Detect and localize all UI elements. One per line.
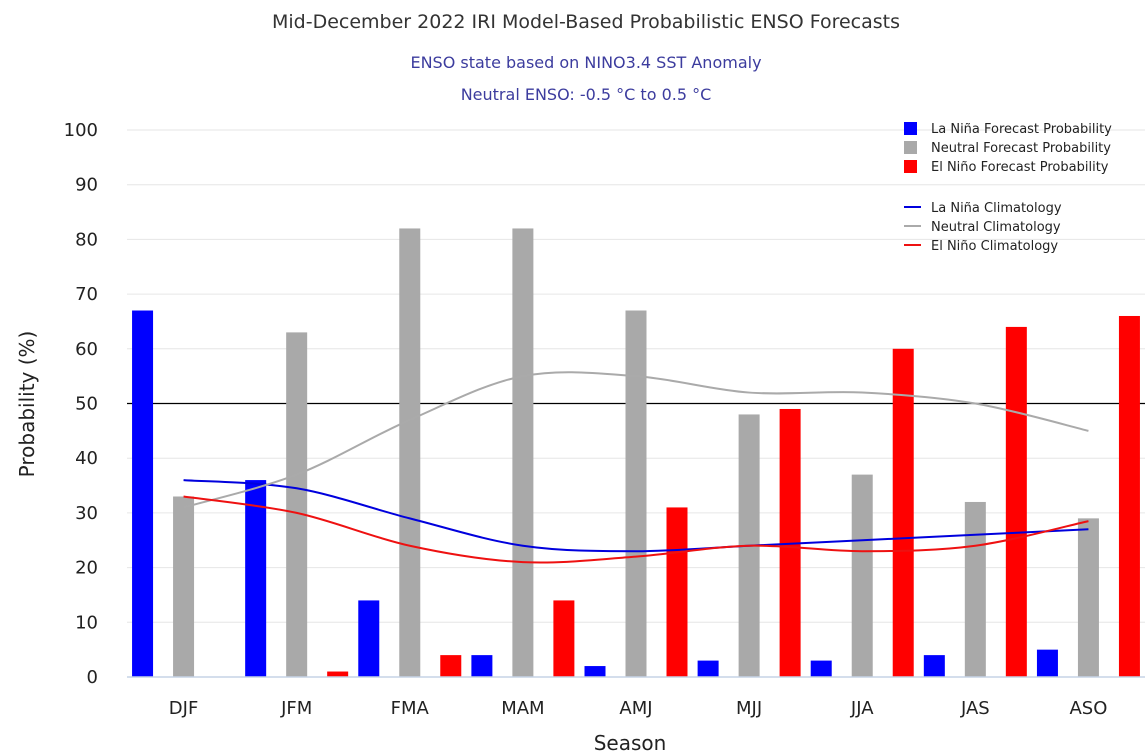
bar (471, 655, 493, 677)
bar (399, 228, 421, 677)
y-tick-label: 30 (75, 503, 98, 524)
y-tick-label: 40 (75, 448, 98, 469)
bar (810, 660, 832, 677)
bar (851, 474, 873, 677)
bar (132, 310, 154, 677)
x-tick-label: MAM (501, 698, 544, 719)
bar (440, 655, 462, 677)
climatology-line (183, 371, 1089, 509)
axes: 0 10 20 30 40 50 60 70 80 90 100 DJF JFM FMA MAM AMJ MJJ… (64, 120, 1145, 719)
legend-swatch (904, 141, 917, 154)
legend-label: La Niña Forecast Probability (931, 122, 1112, 137)
bar (553, 600, 575, 677)
climatology-lines (183, 371, 1089, 564)
y-tick-label: 100 (64, 120, 98, 141)
bar (892, 348, 914, 677)
x-tick-label: DJF (169, 698, 199, 719)
y-tick-label: 80 (75, 229, 98, 250)
x-tick-label: AMJ (619, 698, 652, 719)
y-tick-label: 60 (75, 339, 98, 360)
bar (1036, 649, 1058, 677)
y-tick-label: 0 (87, 667, 98, 688)
y-axis-label: Probability (%) (15, 331, 39, 478)
x-tick-label: MJJ (736, 698, 762, 719)
bar (666, 507, 688, 677)
chart-subtitle-line-2: Neutral ENSO: -0.5 °C to 0.5 °C (461, 85, 712, 104)
legend-label: La Niña Climatology (931, 201, 1062, 216)
bar (964, 501, 986, 677)
legend-swatch (904, 122, 917, 135)
x-axis-label: Season (594, 731, 667, 755)
legend-label: El Niño Forecast Probability (931, 160, 1109, 175)
chart-subtitle-line-1: ENSO state based on NINO3.4 SST Anomaly (410, 53, 761, 72)
bar (697, 660, 719, 677)
x-tick-label: ASO (1069, 698, 1107, 719)
bar (1005, 326, 1027, 677)
bar (923, 655, 945, 677)
x-tick-label: JAS (960, 698, 990, 719)
x-tick-label: JFM (280, 698, 312, 719)
y-tick-label: 90 (75, 175, 98, 196)
x-tick-label: JJA (850, 698, 874, 719)
climatology-line (183, 495, 1089, 564)
y-tick-label: 10 (75, 612, 98, 633)
y-tick-label: 20 (75, 558, 98, 579)
legend-label: El Niño Climatology (931, 239, 1058, 254)
climatology-line (183, 479, 1089, 553)
y-tick-label: 70 (75, 284, 98, 305)
bar (1077, 518, 1099, 677)
bar (286, 332, 308, 677)
bar (625, 310, 647, 677)
x-tick-label: FMA (391, 698, 430, 719)
bar (245, 480, 267, 677)
chart-title: Mid-December 2022 IRI Model-Based Probab… (272, 11, 900, 33)
y-tick-label: 50 (75, 394, 98, 415)
bars (132, 228, 1140, 677)
legend-label: Neutral Forecast Probability (931, 141, 1111, 156)
bar (1118, 315, 1140, 677)
bar (327, 671, 349, 677)
legend-label: Neutral Climatology (931, 220, 1061, 235)
legend-swatch (904, 160, 917, 173)
legend: La Niña Forecast Probability Neutral Fore… (904, 122, 1112, 254)
bar (512, 228, 534, 677)
bar (584, 666, 606, 677)
bar (173, 496, 195, 677)
bar (358, 600, 380, 677)
